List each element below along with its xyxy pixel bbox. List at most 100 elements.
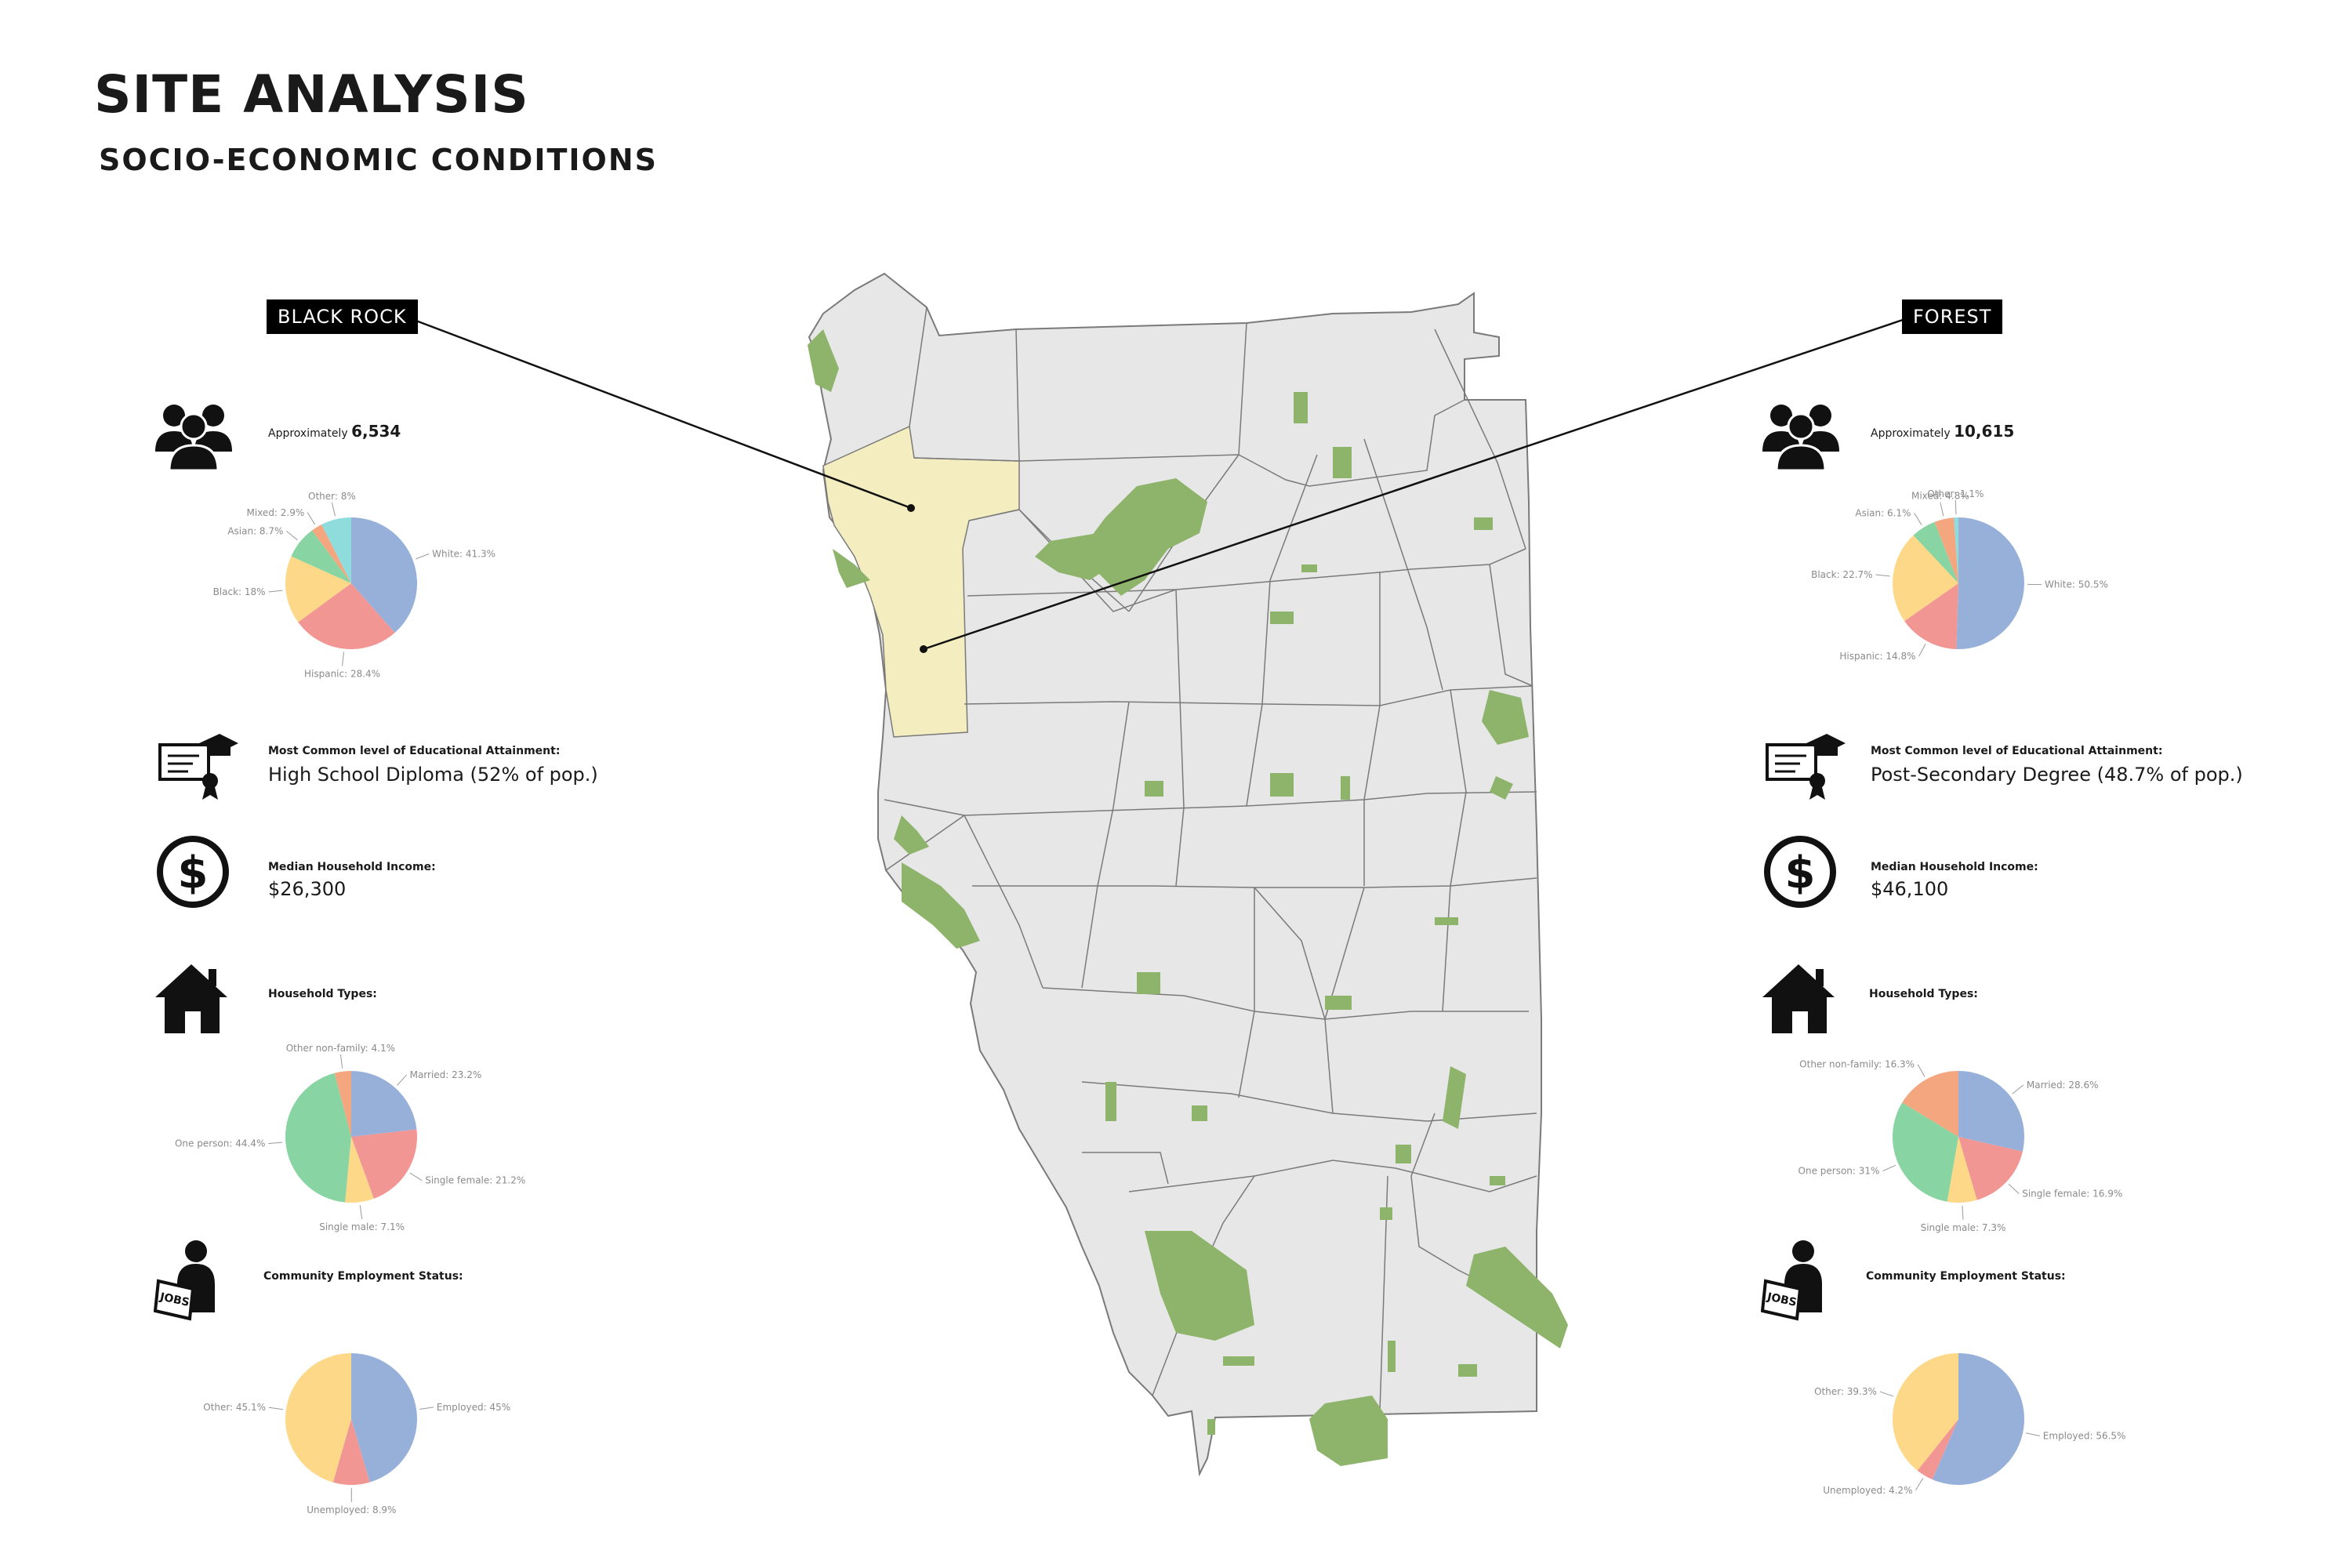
pie-slice-label: Single male: 7.1% xyxy=(319,1221,405,1232)
pie-leader-line xyxy=(416,554,430,560)
pie-leader-line xyxy=(1940,502,1944,517)
pie-slice-label: Asian: 6.1% xyxy=(1855,507,1911,518)
pie-slice xyxy=(351,1129,417,1199)
pie-slice xyxy=(351,1071,417,1137)
pie-leader-line xyxy=(339,1054,343,1069)
education-value: Post-Secondary Degree (48.7% of pop.) xyxy=(1871,764,2243,786)
pie-leader-line xyxy=(1915,1478,1924,1491)
jobs-newspaper-person-icon: JOBS xyxy=(1761,1240,1822,1321)
pie-slice xyxy=(321,517,351,583)
pie-leader-line xyxy=(1918,644,1926,657)
employment-pie-chart: Employed: 56.5% Unemployed: 4.2% Other: 39… xyxy=(1814,1353,2126,1496)
pie-leader-line xyxy=(1914,513,1922,525)
pie-slice xyxy=(345,1137,374,1203)
pie-slice-label: Married: 23.2% xyxy=(410,1069,482,1080)
pie-slice xyxy=(1932,1353,2024,1485)
pie-slice-label: Mixed: 2.9% xyxy=(247,507,305,518)
pie-slice-label: White: 41.3% xyxy=(432,549,495,560)
pie-slice-label: Black: 22.7% xyxy=(1811,569,1872,580)
population-value: 6,534 xyxy=(351,422,401,441)
pie-slice xyxy=(1893,1353,1958,1471)
pie-leader-line xyxy=(342,652,344,666)
house-icon xyxy=(155,964,227,1033)
pie-slice-label: Employed: 45% xyxy=(437,1402,510,1413)
black-rock-panel: Approximately 6,534 White: 41.3% Hispanic… xyxy=(0,0,598,1568)
pie-slice-label: Unemployed: 4.2% xyxy=(1823,1485,1912,1496)
page-subtitle: SOCIO-ECONOMIC CONDITIONS xyxy=(99,143,659,177)
pie-leader-line xyxy=(2012,1084,2024,1094)
pie-slice xyxy=(1947,1137,1977,1203)
pie-leader-line xyxy=(1875,574,1890,577)
household-label: Household Types: xyxy=(268,988,377,1000)
pie-slice-label: Hispanic: 14.8% xyxy=(1839,651,1915,662)
svg-text:$: $ xyxy=(1785,848,1816,898)
population-value: 10,615 xyxy=(1954,422,2015,441)
svg-text:JOBS: JOBS xyxy=(158,1290,191,1309)
pie-slice xyxy=(311,524,351,583)
diploma-graduation-cap-icon xyxy=(158,734,238,800)
income-value: $26,300 xyxy=(268,878,347,900)
population-label: Approximately xyxy=(1871,427,1951,440)
forest-tag: FOREST xyxy=(1902,299,2003,334)
pie-leader-line xyxy=(1962,1205,1964,1220)
black-rock-marker xyxy=(907,504,915,512)
pie-slice xyxy=(1902,1071,1958,1137)
income-value: $46,100 xyxy=(1871,878,1949,900)
pie-slice xyxy=(332,1419,370,1485)
education-label: Most Common level of Educational Attainm… xyxy=(1871,745,2163,757)
pie-slice xyxy=(298,583,395,649)
people-group-icon xyxy=(155,405,232,472)
jobs-newspaper-person-icon: JOBS xyxy=(154,1240,215,1321)
population-label: Approximately xyxy=(268,427,348,440)
pie-slice-label: Employed: 56.5% xyxy=(2043,1430,2126,1441)
pie-slice xyxy=(334,1071,351,1137)
pie-slice-label: Married: 28.6% xyxy=(2027,1080,2099,1091)
employment-label: Community Employment Status: xyxy=(1866,1270,2066,1283)
race-pie-chart: White: 50.5% Hispanic: 14.8% Black: 22.7% A… xyxy=(1811,488,2108,662)
pie-slice-label: Mixed: 4.8% xyxy=(1911,491,1969,502)
pie-slice-label: Single female: 21.2% xyxy=(425,1175,525,1186)
forest-panel: Approximately 10,615 White: 50.5% Hispani… xyxy=(1678,0,2243,1568)
pie-leader-line xyxy=(1882,1164,1896,1172)
pie-slice-label: Other: 1.1% xyxy=(1927,488,1984,499)
black-rock-tag: BLACK ROCK xyxy=(267,299,418,334)
education-label: Most Common level of Educational Attainm… xyxy=(268,745,561,757)
pie-leader-line xyxy=(1955,500,1957,515)
diploma-graduation-cap-icon xyxy=(1766,734,1846,800)
pie-slice-label: One person: 44.4% xyxy=(175,1138,265,1149)
svg-text:$: $ xyxy=(178,848,209,898)
pie-slice xyxy=(291,530,351,583)
pie-leader-line xyxy=(419,1406,434,1410)
pie-leader-line xyxy=(2026,1432,2040,1436)
pie-leader-line xyxy=(359,1205,363,1220)
pie-slice xyxy=(1958,1137,2023,1200)
forest-marker xyxy=(920,645,927,653)
pie-leader-line xyxy=(397,1074,407,1086)
pie-slice-label: Single male: 7.3% xyxy=(1921,1222,2006,1233)
pie-slice xyxy=(351,517,417,633)
dollar-circle-icon: $ xyxy=(1764,836,1836,908)
pie-slice xyxy=(1934,517,1958,583)
household-pie-chart: Married: 23.2% Single female: 21.2% Single… xyxy=(175,1043,525,1232)
pie-slice xyxy=(285,1353,351,1483)
population-line: Approximately 6,534 xyxy=(268,422,401,441)
page-title: SITE ANALYSIS xyxy=(94,64,529,125)
pie-leader-line xyxy=(1917,1064,1926,1077)
household-pie-chart: Married: 28.6% Single female: 16.9% Single… xyxy=(1798,1059,2123,1233)
pie-slice xyxy=(285,1073,351,1203)
education-value: High School Diploma (52% of pop.) xyxy=(268,764,598,786)
pie-leader-line xyxy=(268,1142,283,1145)
pie-slice-label: Single female: 16.9% xyxy=(2022,1189,2122,1200)
population-line: Approximately 10,615 xyxy=(1871,422,2014,441)
pie-slice-label: Black: 18% xyxy=(213,586,266,597)
pie-slice xyxy=(1956,517,2024,649)
leader-lines xyxy=(407,316,1911,651)
people-group-icon xyxy=(1762,405,1839,472)
employment-label: Community Employment Status: xyxy=(263,1270,463,1283)
pie-slice xyxy=(1904,583,1958,649)
pie-slice-label: Other non-family: 4.1% xyxy=(286,1043,395,1054)
pie-slice xyxy=(1917,1419,1958,1480)
pie-slice xyxy=(351,1353,417,1483)
dollar-circle-icon: $ xyxy=(157,836,229,908)
